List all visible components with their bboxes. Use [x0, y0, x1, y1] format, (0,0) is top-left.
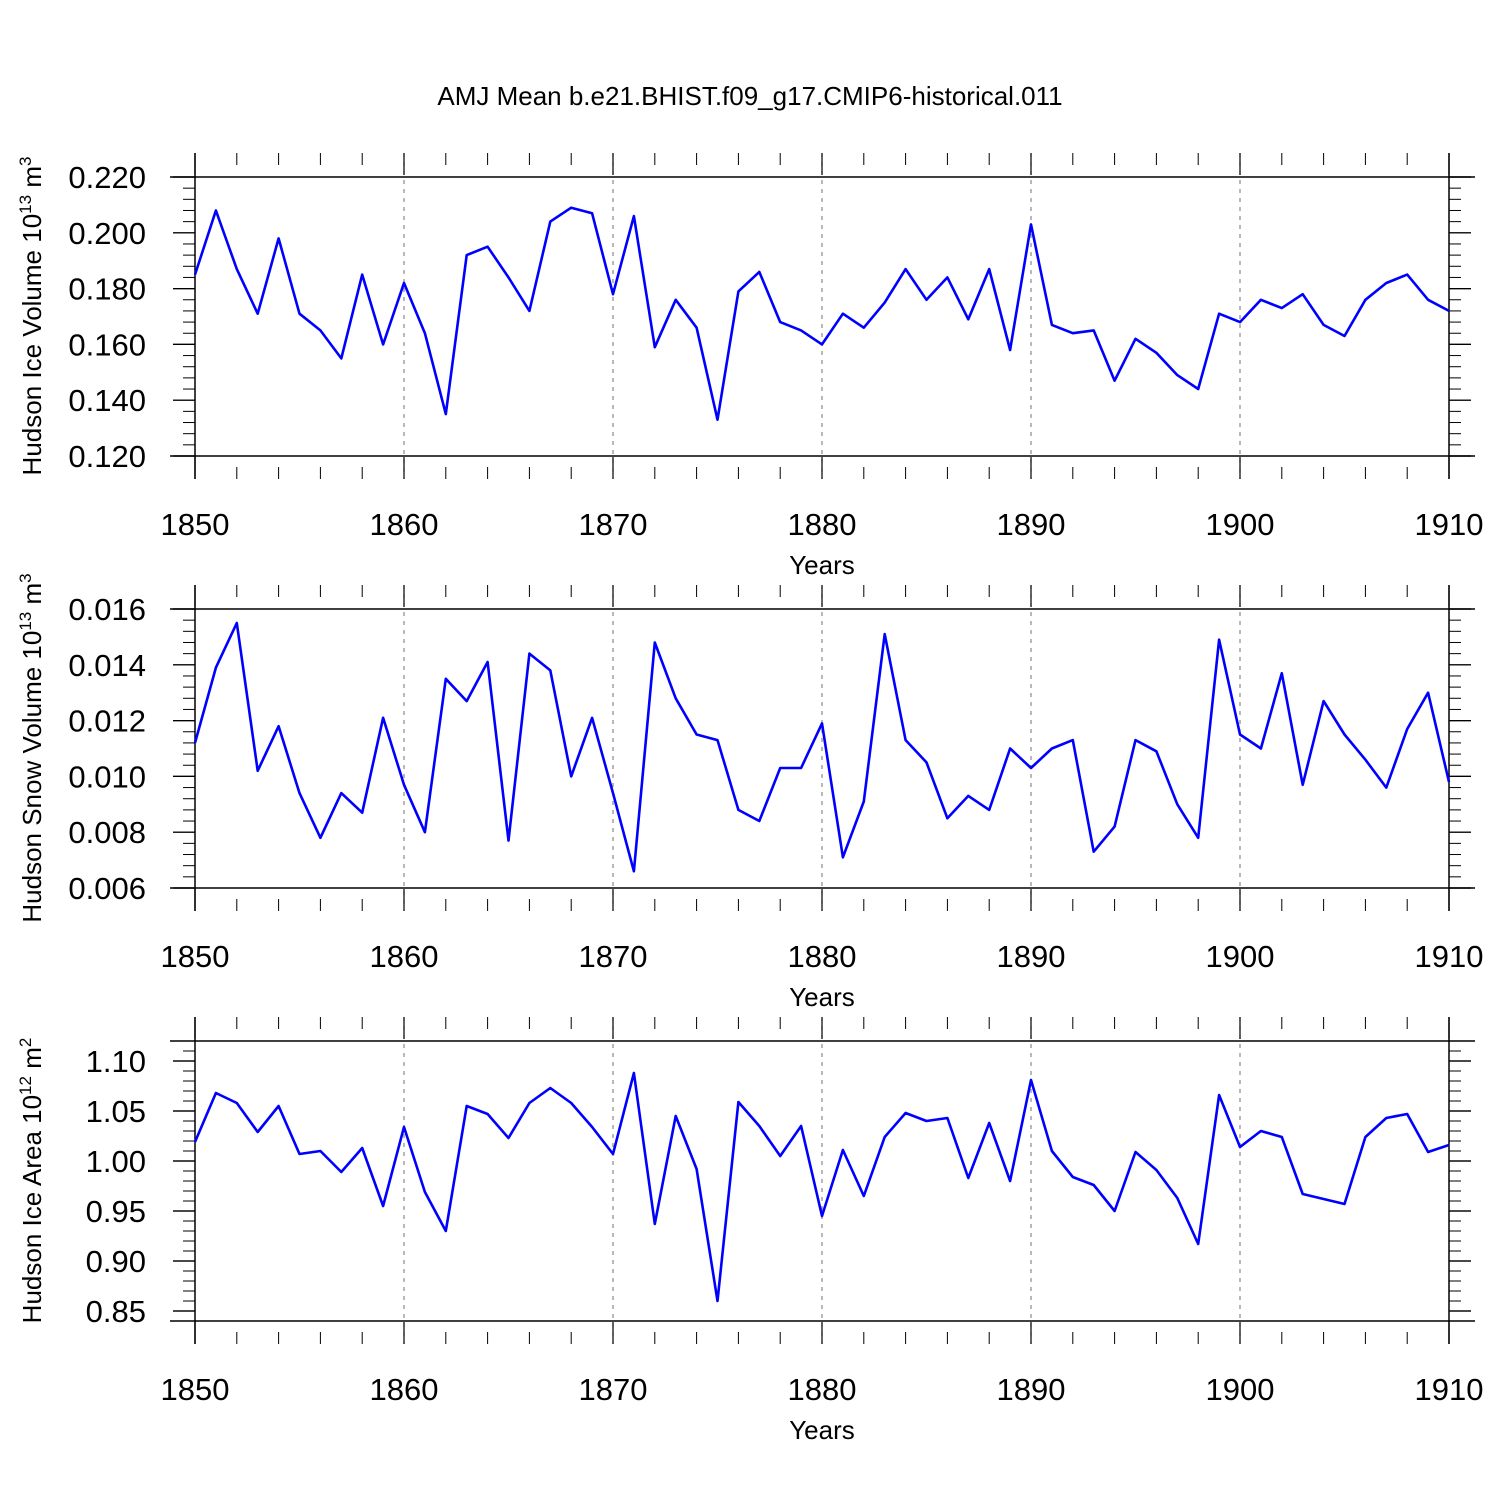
- y-tick-label: 0.200: [68, 216, 146, 251]
- chart-panel-2: 0.006 0.008 0.010 0.012 0.014 0.016 1850 1860 18…: [16, 573, 1483, 1012]
- y-tick-label: 0.220: [68, 160, 146, 195]
- y-axis-title-main: Hudson Snow Volume 10: [17, 631, 47, 923]
- series-line: [193, 621, 1451, 873]
- y-tick-label: 0.014: [68, 648, 146, 683]
- x-tick-label: 1860: [370, 507, 439, 542]
- y-tick-label: 0.016: [68, 592, 146, 627]
- y-axis-title-main: Hudson Ice Area 10: [17, 1095, 47, 1323]
- x-axis-title: Years: [789, 1415, 855, 1445]
- series-line: [193, 1071, 1450, 1303]
- x-tick-label: 1890: [997, 939, 1066, 974]
- y-axis-title-unit: m: [17, 166, 47, 195]
- y-tick-label: 0.90: [86, 1244, 146, 1279]
- y-axis-title: Hudson Ice Area 1012 m2: [16, 1038, 47, 1324]
- y-tick-label: 0.012: [68, 704, 146, 739]
- x-tick-label: 1870: [579, 507, 648, 542]
- y-tick-label: 0.180: [68, 272, 146, 307]
- y-tick-label: 0.140: [68, 383, 146, 418]
- y-axis-title: Hudson Ice Volume 1013 m3: [16, 157, 47, 476]
- x-tick-label: 1850: [161, 507, 230, 542]
- y-tick-label: 0.85: [86, 1294, 146, 1329]
- y-tick-label: 0.008: [68, 815, 146, 850]
- y-tick-label: 0.010: [68, 759, 146, 794]
- x-tick-label: 1880: [788, 507, 857, 542]
- x-axis-title: Years: [789, 550, 855, 580]
- y-tick-label: 0.95: [86, 1194, 146, 1229]
- y-axis-title-exponent: 13: [16, 612, 35, 631]
- x-tick-label: 1890: [997, 1372, 1066, 1407]
- x-tick-label: 1870: [579, 939, 648, 974]
- chart-panel-1: 0.120 0.140 0.160 0.180 0.200 0.220 1850 1860 18…: [16, 153, 1483, 580]
- x-tick-label: 1910: [1415, 507, 1484, 542]
- y-axis-title-main: Hudson Ice Volume 10: [17, 214, 47, 476]
- y-tick-label: 0.006: [68, 871, 146, 906]
- y-tick-label: 0.120: [68, 439, 146, 474]
- x-tick-label: 1910: [1415, 939, 1484, 974]
- x-tick-label: 1900: [1206, 939, 1275, 974]
- x-tick-label: 1860: [370, 1372, 439, 1407]
- x-tick-label: 1850: [161, 1372, 230, 1407]
- y-tick-label: 1.00: [86, 1144, 146, 1179]
- y-tick-label: 1.10: [86, 1044, 146, 1079]
- y-axis-title-unit-exponent: 3: [16, 573, 35, 582]
- y-tick-label: 1.05: [86, 1094, 146, 1129]
- x-tick-label: 1890: [997, 507, 1066, 542]
- y-axis-title-unit-exponent: 3: [16, 157, 35, 166]
- x-tick-label: 1860: [370, 939, 439, 974]
- x-tick-label: 1880: [788, 939, 857, 974]
- chart-panel-3: 0.85 0.90 0.95 1.00 1.05 1.10 1850 1860 1870 1880…: [16, 1017, 1483, 1445]
- y-axis-title-exponent: 12: [16, 1076, 35, 1095]
- x-tick-label: 1900: [1206, 507, 1275, 542]
- y-axis-title-exponent: 13: [16, 195, 35, 214]
- x-tick-label: 1870: [579, 1372, 648, 1407]
- x-axis-title: Years: [789, 982, 855, 1012]
- y-axis-title-unit: m: [17, 583, 47, 612]
- x-tick-label: 1880: [788, 1372, 857, 1407]
- x-tick-label: 1900: [1206, 1372, 1275, 1407]
- series-line: [193, 206, 1450, 422]
- y-axis-title-unit-exponent: 2: [16, 1038, 35, 1047]
- y-axis-title-unit: m: [17, 1047, 47, 1076]
- y-tick-label: 0.160: [68, 327, 146, 362]
- x-tick-label: 1910: [1415, 1372, 1484, 1407]
- y-axis-title: Hudson Snow Volume 1013 m3: [16, 573, 47, 922]
- x-tick-label: 1850: [161, 939, 230, 974]
- figure-title: AMJ Mean b.e21.BHIST.f09_g17.CMIP6-histo…: [437, 81, 1062, 111]
